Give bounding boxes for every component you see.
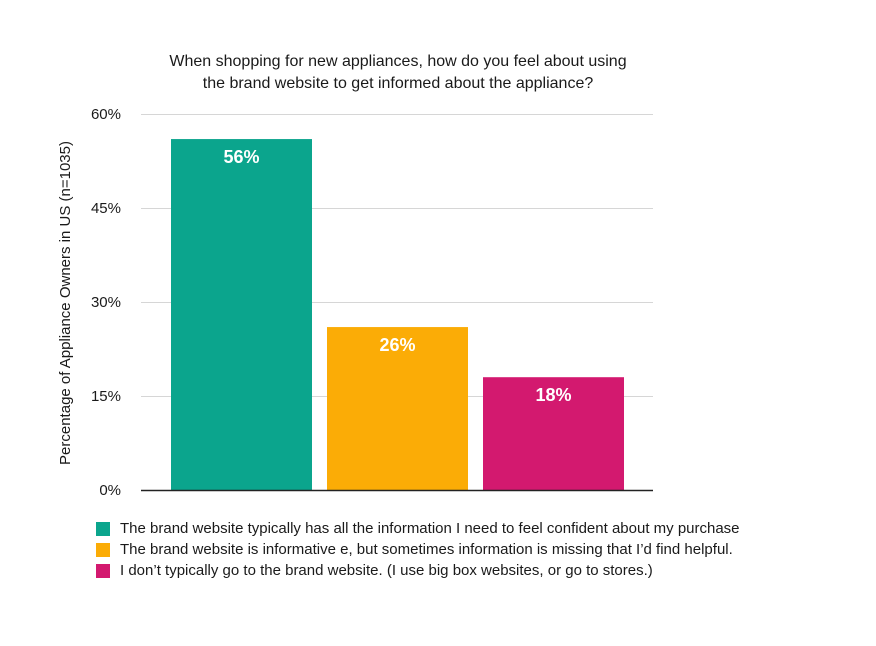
- legend-label: The brand website is informative e, but …: [120, 541, 733, 558]
- y-tick-label: 0%: [99, 482, 121, 499]
- legend-item: I don’t typically go to the brand websit…: [96, 560, 740, 581]
- bars: [171, 139, 624, 491]
- y-tick-label: 60%: [91, 106, 121, 123]
- bar-labels: 56% 26% 18%: [223, 147, 571, 405]
- bar-value-label: 56%: [223, 147, 259, 167]
- legend-swatch: [96, 542, 110, 557]
- bar: [327, 327, 468, 490]
- y-axis-ticks: 0% 15% 30% 45% 60%: [91, 106, 121, 499]
- legend: The brand website typically has all the …: [96, 518, 740, 581]
- legend-item: The brand website is informative e, but …: [96, 539, 740, 560]
- legend-item: The brand website typically has all the …: [96, 518, 740, 539]
- bar-value-label: 26%: [379, 335, 415, 355]
- legend-label: The brand website typically has all the …: [120, 520, 740, 537]
- legend-swatch: [96, 521, 110, 536]
- legend-label: I don’t typically go to the brand websit…: [120, 562, 653, 579]
- y-axis-label: Percentage of Appliance Owners in US (n=…: [57, 141, 74, 465]
- y-tick-label: 15%: [91, 388, 121, 405]
- bar-value-label: 18%: [535, 385, 571, 405]
- bar-chart: 0% 15% 30% 45% 60% 56% 26% 18% Percentage of A…: [57, 106, 653, 499]
- y-tick-label: 45%: [91, 200, 121, 217]
- bar: [483, 377, 624, 490]
- chart-title-line-2: the brand website to get informed about …: [202, 75, 594, 92]
- legend-swatch: [96, 563, 110, 578]
- bar: [171, 139, 312, 491]
- y-tick-label: 30%: [91, 294, 121, 311]
- chart-title-line-1: When shopping for new appliances, how do…: [169, 53, 627, 70]
